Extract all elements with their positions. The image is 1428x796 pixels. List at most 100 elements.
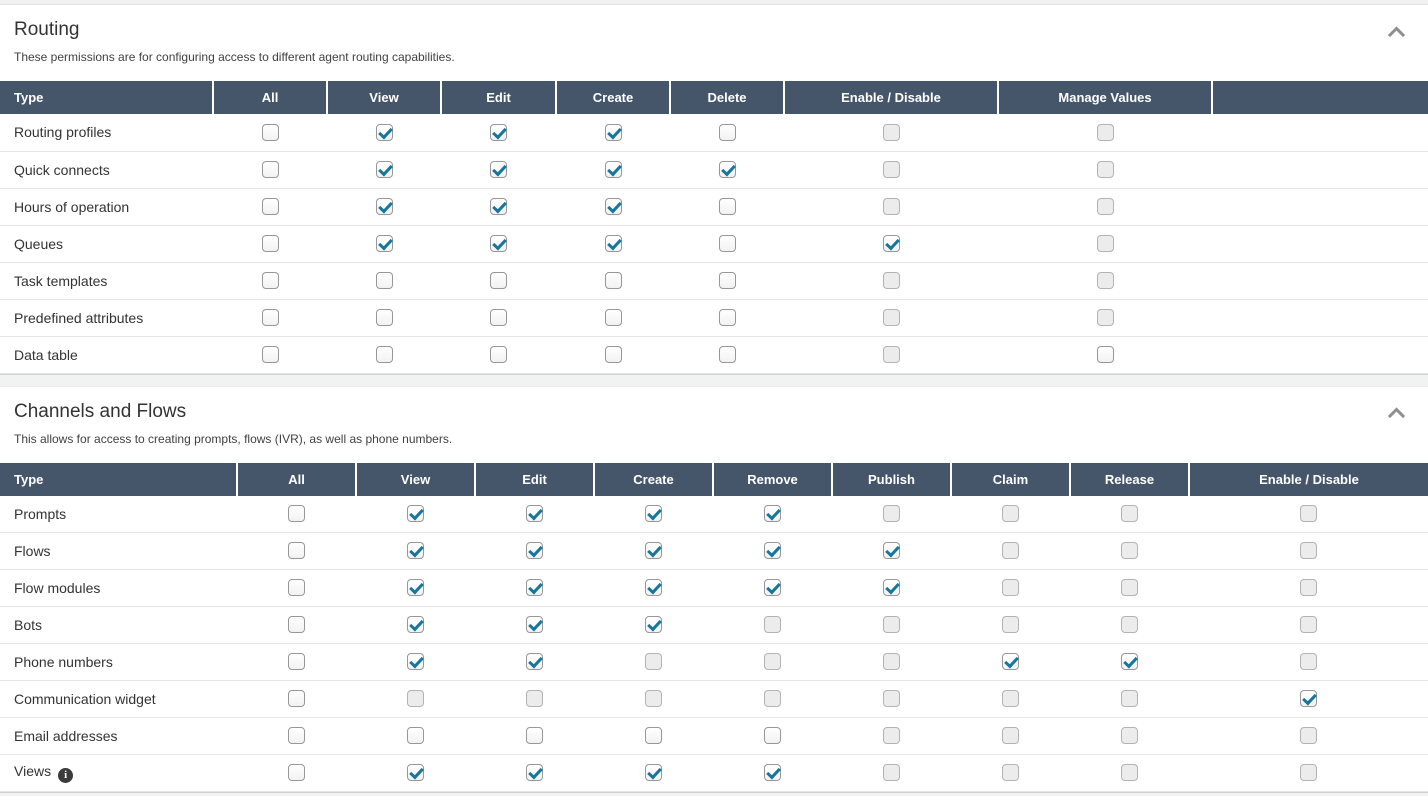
routing-profiles-edit-checkbox[interactable] — [490, 123, 507, 141]
email-addresses-view-checkbox[interactable] — [407, 727, 424, 745]
quick-connects-all-checkbox[interactable] — [261, 160, 279, 178]
task-templates-edit-checkbox[interactable] — [490, 271, 507, 289]
email-addresses-remove-checkbox[interactable] — [764, 727, 781, 745]
predefined-attributes-view-checkbox[interactable] — [375, 308, 393, 326]
routing-profiles-create-checkbox[interactable] — [604, 123, 622, 141]
routing-profiles-all-checkbox[interactable] — [261, 123, 279, 141]
data-table-all-checkbox[interactable] — [261, 345, 279, 363]
hours-of-operation-delete-checkbox[interactable] — [718, 197, 736, 215]
bots-create-checkbox[interactable] — [645, 616, 662, 634]
column-header-claim: Claim — [950, 462, 1070, 496]
hours-of-operation-create-checkbox[interactable] — [604, 197, 622, 215]
quick-connects-create-checkbox[interactable] — [604, 160, 622, 178]
table-cell — [356, 680, 475, 718]
bots-edit-checkbox[interactable] — [526, 616, 543, 634]
table-cell — [832, 754, 951, 792]
task-templates-delete-checkbox[interactable] — [718, 271, 736, 289]
task-templates-create-checkbox[interactable] — [604, 271, 622, 289]
views-remove-checkbox[interactable] — [764, 764, 781, 782]
email-addresses-all-checkbox[interactable] — [288, 727, 305, 745]
task-templates-view-checkbox[interactable] — [375, 271, 393, 289]
hours-of-operation-edit-checkbox[interactable] — [490, 197, 507, 215]
table-row: Views i — [0, 754, 1428, 792]
queues-all-checkbox[interactable] — [261, 234, 279, 252]
collapse-section-button[interactable] — [1384, 403, 1408, 423]
column-header-type: Type — [0, 462, 237, 496]
flows-publish-checkbox[interactable] — [883, 542, 900, 560]
email-addresses-create-checkbox[interactable] — [645, 727, 662, 745]
collapse-section-button[interactable] — [1384, 21, 1408, 41]
table-cell — [556, 262, 670, 300]
table-cell — [237, 532, 356, 570]
phone-numbers-all-checkbox[interactable] — [288, 653, 305, 671]
table-cell — [832, 495, 951, 533]
queues-enable-disable-checkbox[interactable] — [882, 234, 900, 252]
communication-widget-enable-disable-checkbox[interactable] — [1300, 690, 1317, 708]
table-cell — [998, 336, 1212, 374]
bots-all-checkbox[interactable] — [288, 616, 305, 634]
data-table-create-checkbox[interactable] — [604, 345, 622, 363]
table-cell — [556, 225, 670, 263]
flows-all-checkbox[interactable] — [288, 542, 305, 560]
data-table-edit-checkbox[interactable] — [490, 345, 507, 363]
prompts-edit-checkbox[interactable] — [526, 505, 543, 523]
flows-edit-checkbox[interactable] — [526, 542, 543, 560]
queues-delete-checkbox[interactable] — [718, 234, 736, 252]
queues-create-checkbox[interactable] — [604, 234, 622, 252]
table-cell — [327, 262, 441, 300]
phone-numbers-view-checkbox[interactable] — [407, 653, 424, 671]
phone-numbers-edit-checkbox[interactable] — [526, 653, 543, 671]
predefined-attributes-edit-checkbox[interactable] — [490, 308, 507, 326]
flow-modules-edit-checkbox[interactable] — [526, 579, 543, 597]
hours-of-operation-view-checkbox[interactable] — [375, 197, 393, 215]
flow-modules-publish-checkbox[interactable] — [883, 579, 900, 597]
queues-view-checkbox[interactable] — [375, 234, 393, 252]
queues-edit-checkbox[interactable] — [490, 234, 507, 252]
column-header-all: All — [212, 81, 327, 114]
flow-modules-claim-checkbox — [1002, 579, 1019, 597]
flow-modules-create-checkbox[interactable] — [645, 579, 662, 597]
predefined-attributes-all-checkbox[interactable] — [261, 308, 279, 326]
flow-modules-release-checkbox — [1121, 579, 1138, 597]
flows-view-checkbox[interactable] — [407, 542, 424, 560]
views-create-checkbox[interactable] — [645, 764, 662, 782]
flows-remove-checkbox[interactable] — [764, 542, 781, 560]
views-all-checkbox[interactable] — [288, 764, 305, 782]
data-table-manage-values-checkbox[interactable] — [1096, 345, 1114, 363]
table-cell — [327, 336, 441, 374]
email-addresses-edit-checkbox[interactable] — [526, 727, 543, 745]
table-cell — [594, 606, 713, 644]
prompts-create-checkbox[interactable] — [645, 505, 662, 523]
quick-connects-manage-values-checkbox — [1096, 160, 1114, 178]
predefined-attributes-create-checkbox[interactable] — [604, 308, 622, 326]
table-cell — [1189, 754, 1428, 792]
quick-connects-edit-checkbox[interactable] — [490, 160, 507, 178]
routing-profiles-delete-checkbox[interactable] — [718, 123, 736, 141]
flow-modules-view-checkbox[interactable] — [407, 579, 424, 597]
info-icon[interactable]: i — [58, 768, 74, 783]
table-cell — [1189, 606, 1428, 644]
flow-modules-remove-checkbox[interactable] — [764, 579, 781, 597]
table-cell — [441, 262, 556, 300]
views-view-checkbox[interactable] — [407, 764, 424, 782]
table-header-row: Type All View Edit Create Remove Publish Claim R… — [0, 462, 1428, 496]
views-edit-checkbox[interactable] — [526, 764, 543, 782]
data-table-view-checkbox[interactable] — [375, 345, 393, 363]
routing-profiles-view-checkbox[interactable] — [375, 123, 393, 141]
task-templates-all-checkbox[interactable] — [261, 271, 279, 289]
quick-connects-delete-checkbox[interactable] — [718, 160, 736, 178]
predefined-attributes-delete-checkbox[interactable] — [718, 308, 736, 326]
phone-numbers-claim-checkbox[interactable] — [1002, 653, 1019, 671]
bots-view-checkbox[interactable] — [407, 616, 424, 634]
quick-connects-view-checkbox[interactable] — [375, 160, 393, 178]
flow-modules-all-checkbox[interactable] — [288, 579, 305, 597]
hours-of-operation-all-checkbox[interactable] — [261, 197, 279, 215]
communication-widget-all-checkbox[interactable] — [288, 690, 305, 708]
flows-create-checkbox[interactable] — [645, 542, 662, 560]
prompts-remove-checkbox[interactable] — [764, 505, 781, 523]
prompts-all-checkbox[interactable] — [288, 505, 305, 523]
prompts-view-checkbox[interactable] — [407, 505, 424, 523]
table-cell — [1189, 643, 1428, 681]
phone-numbers-release-checkbox[interactable] — [1121, 653, 1138, 671]
data-table-delete-checkbox[interactable] — [718, 345, 736, 363]
